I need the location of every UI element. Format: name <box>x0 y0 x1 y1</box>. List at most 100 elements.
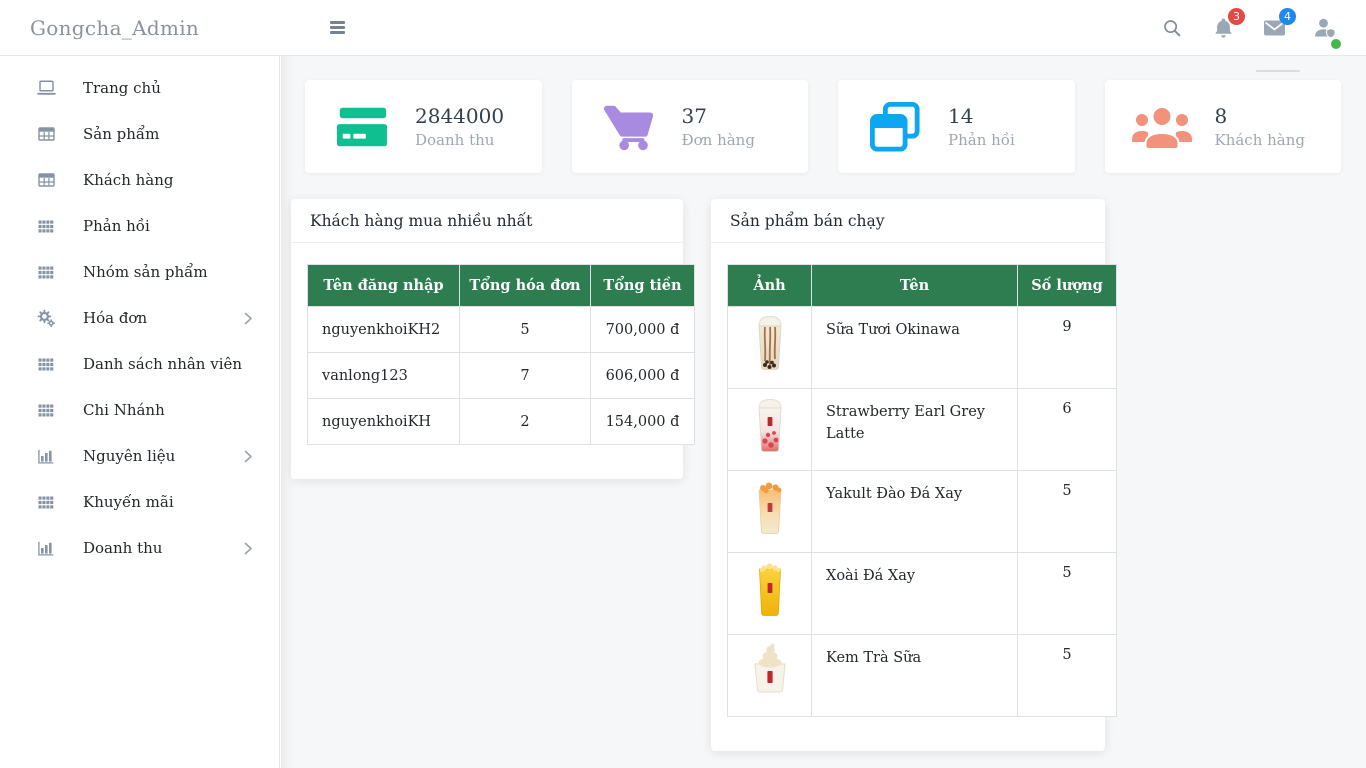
sidebar-item-san-pham[interactable]: Sản phẩm <box>0 111 279 157</box>
stat-value: 14 <box>948 104 974 128</box>
product-name: Strawberry Earl Grey Latte <box>811 388 1018 471</box>
grid-icon <box>36 220 56 233</box>
sidebar-item-label: Trang chủ <box>83 79 161 97</box>
customer-row: nguyenkhoiKH 2 154,000 đ <box>307 398 695 445</box>
notification-count-badge: 3 <box>1228 7 1245 25</box>
stat-label: Doanh thu <box>415 131 495 149</box>
clone-icon <box>852 101 938 153</box>
product-name: Kem Trà Sữa <box>811 634 1018 717</box>
sidebar-item-label: Danh sách nhân viên <box>83 355 243 373</box>
sidebar: Trang chủ Sản phẩm Khách hàng Phản hồi Nhóm … <box>0 55 280 768</box>
panels-row: Khách hàng mua nhiều nhất Tên đăng nhập … <box>291 199 1366 751</box>
sidebar-item-hoa-don[interactable]: Hóa đơn <box>0 295 279 341</box>
customer-total-money: 154,000 đ <box>590 398 695 445</box>
sidebar-item-doanh-thu[interactable]: Doanh thu <box>0 525 279 571</box>
best-sellers-table: Ảnh Tên Số lượng Sữa Tươi Okinawa 9 Strawb… <box>727 264 1117 717</box>
sidebar-item-label: Sản phẩm <box>83 125 160 143</box>
product-row: Xoài Đá Xay 5 <box>727 552 1117 635</box>
brand-logo: Gongcha_Admin <box>30 15 200 40</box>
topbar-actions: 3 4 <box>1159 7 1341 49</box>
product-image <box>727 634 812 717</box>
product-quantity: 6 <box>1017 388 1117 471</box>
credit-card-icon <box>319 105 405 149</box>
chevron-right-icon <box>244 312 253 325</box>
stat-value: 2844000 <box>415 104 505 128</box>
product-quantity: 5 <box>1017 470 1117 553</box>
column-header-total-money: Tổng tiền <box>590 264 695 307</box>
notifications-bell-icon[interactable]: 3 <box>1210 7 1245 41</box>
users-icon <box>1119 104 1205 150</box>
menu-toggle-icon[interactable] <box>326 17 349 38</box>
shopping-cart-icon <box>586 101 672 153</box>
stat-value: 37 <box>681 104 707 128</box>
sidebar-item-trang-chu[interactable]: Trang chủ <box>0 65 279 111</box>
sidebar-item-label: Doanh thu <box>83 539 163 557</box>
product-name: Sữa Tươi Okinawa <box>811 306 1018 389</box>
sidebar-item-nguyen-lieu[interactable]: Nguyên liệu <box>0 433 279 479</box>
product-image <box>727 552 812 635</box>
sidebar-item-label: Nguyên liệu <box>83 447 176 465</box>
customer-total-money: 606,000 đ <box>590 352 695 399</box>
sidebar-item-nhom-san-pham[interactable]: Nhóm sản phẩm <box>0 249 279 295</box>
sidebar-item-phan-hoi[interactable]: Phản hồi <box>0 203 279 249</box>
sidebar-item-khach-hang[interactable]: Khách hàng <box>0 157 279 203</box>
product-image <box>727 470 812 553</box>
product-image <box>727 306 812 389</box>
customer-total-invoices: 7 <box>459 352 591 399</box>
product-quantity: 5 <box>1017 634 1117 717</box>
table-header-row: Tên đăng nhập Tổng hóa đơn Tổng tiền <box>307 264 695 307</box>
stat-card-phan-hoi: 14 Phản hồi <box>838 80 1075 173</box>
search-icon[interactable] <box>1159 15 1185 41</box>
grid-icon <box>36 358 56 371</box>
sidebar-item-label: Hóa đơn <box>83 309 148 327</box>
top-customers-body: nguyenkhoiKH2 5 700,000 đ vanlong123 7 606,00… <box>307 306 695 445</box>
customer-username: nguyenkhoiKH <box>307 398 460 445</box>
best-sellers-body: Sữa Tươi Okinawa 9 Strawberry Earl Grey La… <box>727 306 1117 717</box>
stat-label: Đơn hàng <box>681 131 755 149</box>
user-account-icon[interactable] <box>1312 15 1341 49</box>
stat-label: Khách hàng <box>1214 131 1306 149</box>
sidebar-item-khuyen-mai[interactable]: Khuyến mãi <box>0 479 279 525</box>
customer-username: vanlong123 <box>307 352 460 399</box>
best-sellers-panel: Sản phẩm bán chạy Ảnh Tên Số lượng Sữa T… <box>711 199 1117 751</box>
sidebar-item-label: Phản hồi <box>83 217 150 235</box>
online-status-dot <box>1331 38 1341 49</box>
column-header-image: Ảnh <box>727 264 812 307</box>
grid-icon <box>36 266 56 279</box>
column-header-username: Tên đăng nhập <box>307 264 460 307</box>
stat-value: 8 <box>1214 104 1228 128</box>
product-quantity: 9 <box>1017 306 1117 389</box>
top-customers-panel: Khách hàng mua nhiều nhất Tên đăng nhập … <box>291 199 695 479</box>
column-header-quantity: Số lượng <box>1017 264 1117 307</box>
product-image <box>727 388 812 471</box>
product-name: Xoài Đá Xay <box>811 552 1018 635</box>
table-icon <box>36 126 56 142</box>
product-row: Strawberry Earl Grey Latte 6 <box>727 388 1117 471</box>
messages-envelope-icon[interactable]: 4 <box>1261 7 1296 41</box>
sidebar-menu: Trang chủ Sản phẩm Khách hàng Phản hồi Nhóm … <box>0 65 279 571</box>
stat-card-doanh-thu: 2844000 Doanh thu <box>305 80 542 173</box>
product-row: Sữa Tươi Okinawa 9 <box>727 306 1117 389</box>
message-count-badge: 4 <box>1279 7 1296 25</box>
sidebar-item-chi-nhanh[interactable]: Chi Nhánh <box>0 387 279 433</box>
sidebar-item-label: Khuyến mãi <box>83 493 174 511</box>
customer-total-money: 700,000 đ <box>590 306 695 353</box>
chevron-right-icon <box>244 542 253 555</box>
sidebar-item-danh-sach-nhan-vien[interactable]: Danh sách nhân viên <box>0 341 279 387</box>
grid-icon <box>36 404 56 417</box>
top-customers-title: Khách hàng mua nhiều nhất <box>291 199 683 243</box>
sidebar-item-label: Chi Nhánh <box>83 401 165 419</box>
stat-label: Phản hồi <box>948 131 1015 149</box>
grid-icon <box>36 496 56 509</box>
chart-icon <box>36 541 56 556</box>
product-row: Yakult Đào Đá Xay 5 <box>727 470 1117 553</box>
top-bar: Gongcha_Admin 3 4 <box>0 0 1366 56</box>
customer-username: nguyenkhoiKH2 <box>307 306 460 353</box>
table-icon <box>36 172 56 188</box>
stat-card-khach-hang: 8 Khách hàng <box>1104 80 1341 173</box>
scroll-indicator <box>1256 70 1300 72</box>
stat-card-don-hang: 37 Đơn hàng <box>571 80 808 173</box>
column-header-name: Tên <box>811 264 1018 307</box>
sidebar-item-label: Khách hàng <box>83 171 174 189</box>
column-header-total-invoices: Tổng hóa đơn <box>459 264 591 307</box>
